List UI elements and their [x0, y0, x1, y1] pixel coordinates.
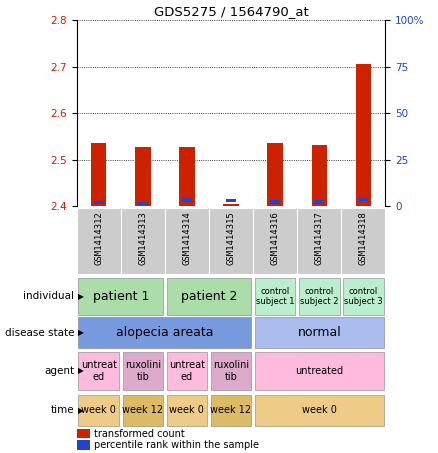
Text: untreat
ed: untreat ed	[169, 360, 205, 382]
Text: week 0: week 0	[170, 405, 205, 415]
Text: ▶: ▶	[78, 328, 83, 337]
Bar	[255, 317, 384, 348]
Bar	[358, 198, 368, 201]
Text: patient 1: patient 1	[92, 290, 149, 303]
Text: normal: normal	[297, 326, 341, 339]
Bar	[123, 395, 163, 426]
Bar	[77, 440, 90, 449]
Bar	[270, 200, 280, 203]
Bar	[165, 208, 209, 274]
Bar	[211, 352, 251, 390]
Bar	[311, 145, 327, 206]
Text: agent: agent	[44, 366, 74, 376]
Bar	[166, 395, 207, 426]
Text: GSM1414312: GSM1414312	[94, 211, 103, 265]
Text: week 0: week 0	[81, 405, 116, 415]
Text: transformed count: transformed count	[94, 429, 185, 439]
Bar	[182, 198, 192, 202]
Bar	[314, 200, 324, 203]
Bar	[255, 352, 384, 390]
Text: disease state: disease state	[5, 328, 74, 338]
Bar	[299, 278, 339, 314]
Bar	[179, 147, 194, 206]
Text: control
subject 2: control subject 2	[300, 287, 339, 306]
Bar	[341, 208, 385, 274]
Bar	[123, 352, 163, 390]
Bar	[78, 317, 251, 348]
Text: ruxolini
tib: ruxolini tib	[125, 360, 161, 382]
Text: GSM1414314: GSM1414314	[183, 211, 191, 265]
Text: control
subject 3: control subject 3	[344, 287, 383, 306]
Bar	[166, 278, 251, 314]
Text: week 0: week 0	[302, 405, 337, 415]
Bar	[77, 429, 90, 439]
Bar	[91, 144, 106, 206]
Bar	[255, 278, 296, 314]
Bar	[135, 147, 151, 206]
Bar	[343, 278, 384, 314]
Text: percentile rank within the sample: percentile rank within the sample	[94, 440, 259, 450]
Bar	[223, 204, 239, 206]
Text: week 12: week 12	[211, 405, 251, 415]
Bar	[166, 352, 207, 390]
Bar	[77, 208, 121, 274]
Text: week 12: week 12	[122, 405, 163, 415]
Bar	[297, 208, 341, 274]
Bar	[78, 395, 119, 426]
Bar	[253, 208, 297, 274]
Text: GSM1414317: GSM1414317	[315, 211, 324, 265]
Bar	[211, 395, 251, 426]
Bar	[356, 64, 371, 206]
Bar	[268, 144, 283, 206]
Text: ▶: ▶	[78, 292, 83, 301]
Bar	[78, 278, 163, 314]
Bar	[209, 208, 253, 274]
Text: GSM1414315: GSM1414315	[226, 211, 236, 265]
Title: GDS5275 / 1564790_at: GDS5275 / 1564790_at	[154, 5, 308, 18]
Text: time: time	[51, 405, 74, 415]
Text: GSM1414316: GSM1414316	[271, 211, 279, 265]
Text: ▶: ▶	[78, 366, 83, 376]
Text: alopecia areata: alopecia areata	[116, 326, 214, 339]
Text: individual: individual	[24, 291, 74, 301]
Text: untreat
ed: untreat ed	[81, 360, 117, 382]
Bar	[226, 199, 236, 202]
Text: patient 2: patient 2	[181, 290, 237, 303]
Bar	[138, 202, 148, 205]
Text: ▶: ▶	[78, 406, 83, 414]
Text: untreated: untreated	[295, 366, 343, 376]
Bar	[94, 201, 104, 204]
Text: GSM1414318: GSM1414318	[359, 211, 368, 265]
Bar	[121, 208, 165, 274]
Bar	[78, 352, 119, 390]
Text: ruxolini
tib: ruxolini tib	[213, 360, 249, 382]
Text: GSM1414313: GSM1414313	[138, 211, 147, 265]
Bar	[255, 395, 384, 426]
Text: control
subject 1: control subject 1	[256, 287, 294, 306]
